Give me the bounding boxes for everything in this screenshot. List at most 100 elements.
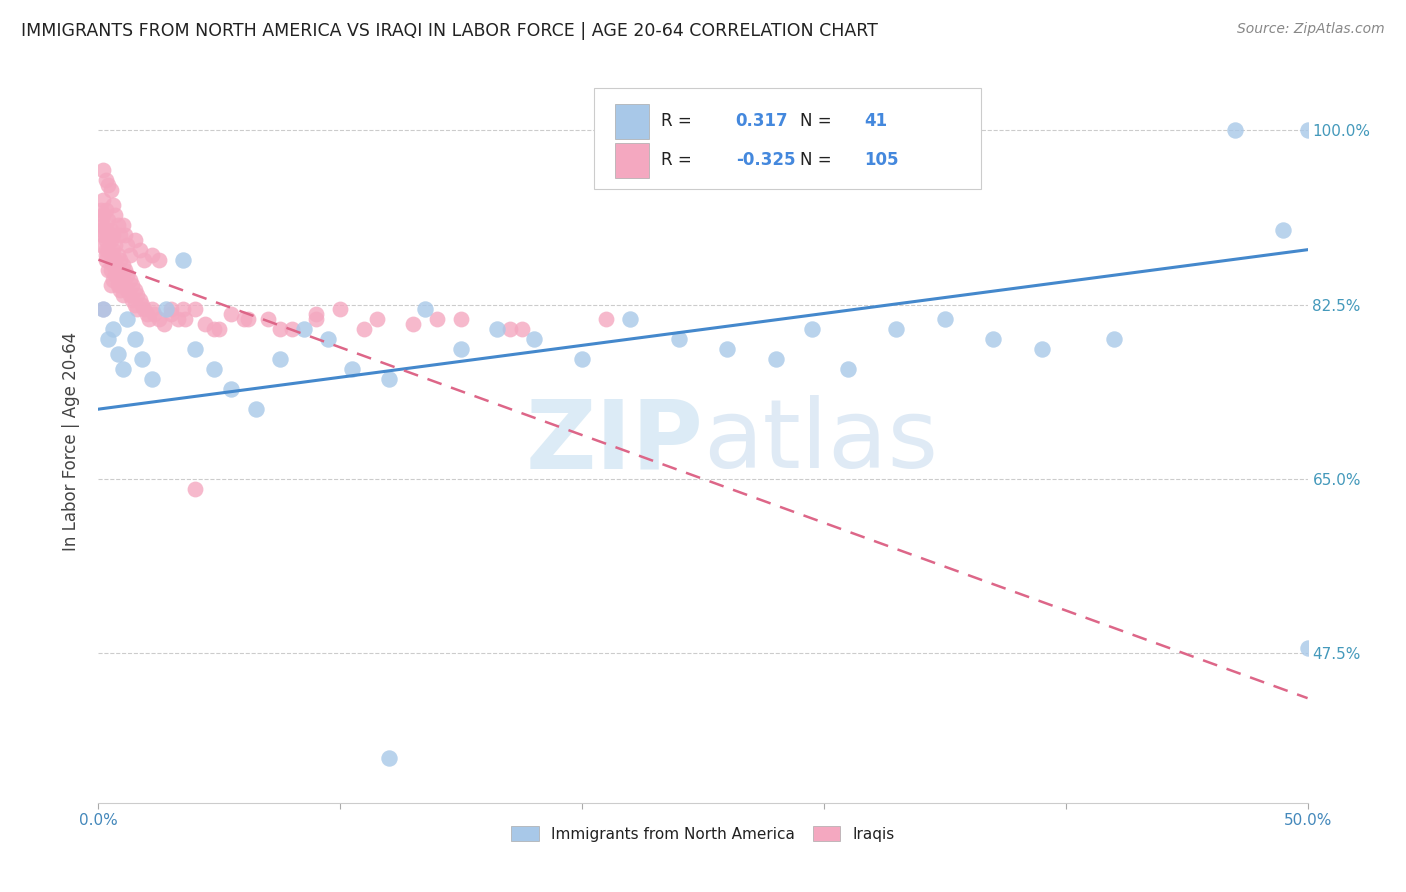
- Text: atlas: atlas: [703, 395, 938, 488]
- Point: [208, 322, 231, 336]
- Point: [117, 283, 139, 297]
- Point: [204, 362, 226, 376]
- Point: [1102, 332, 1125, 346]
- Point: [127, 302, 149, 317]
- Point: [450, 343, 472, 357]
- Point: [128, 243, 150, 257]
- Point: [91, 208, 114, 222]
- Point: [377, 751, 399, 765]
- Y-axis label: In Labor Force | Age 20-64: In Labor Force | Age 20-64: [62, 332, 80, 551]
- Point: [91, 163, 114, 178]
- Point: [128, 293, 150, 307]
- Point: [107, 218, 129, 232]
- Point: [450, 312, 472, 326]
- Point: [148, 312, 170, 326]
- Point: [138, 312, 160, 326]
- Point: [413, 302, 436, 317]
- Point: [194, 318, 217, 332]
- Point: [100, 233, 122, 247]
- Point: [94, 173, 117, 187]
- Point: [305, 308, 328, 322]
- Point: [114, 277, 136, 292]
- Point: [100, 277, 122, 292]
- Point: [101, 243, 124, 257]
- Point: [104, 252, 127, 267]
- Point: [152, 318, 174, 332]
- FancyBboxPatch shape: [614, 143, 648, 178]
- Text: N =: N =: [800, 152, 837, 169]
- Point: [118, 248, 141, 262]
- Text: N =: N =: [800, 112, 837, 130]
- Text: IMMIGRANTS FROM NORTH AMERICA VS IRAQI IN LABOR FORCE | AGE 20-64 CORRELATION CH: IMMIGRANTS FROM NORTH AMERICA VS IRAQI I…: [21, 22, 877, 40]
- Point: [97, 178, 120, 192]
- Point: [94, 202, 117, 217]
- Point: [837, 362, 859, 376]
- Point: [101, 198, 124, 212]
- Point: [172, 302, 194, 317]
- Point: [886, 322, 908, 336]
- Point: [184, 302, 207, 317]
- Point: [498, 322, 520, 336]
- FancyBboxPatch shape: [595, 87, 981, 189]
- Point: [510, 322, 533, 336]
- Point: [377, 372, 399, 386]
- Point: [94, 233, 117, 247]
- Point: [121, 293, 143, 307]
- Point: [117, 268, 139, 282]
- Point: [160, 308, 183, 322]
- Point: [316, 332, 339, 346]
- Point: [160, 302, 183, 317]
- Point: [426, 312, 449, 326]
- Point: [1296, 641, 1319, 656]
- Point: [124, 332, 146, 346]
- Point: [101, 272, 124, 286]
- Point: [141, 302, 163, 317]
- Point: [131, 352, 153, 367]
- Point: [97, 243, 120, 257]
- FancyBboxPatch shape: [614, 104, 648, 139]
- Point: [292, 322, 315, 336]
- Point: [134, 252, 156, 267]
- Point: [117, 237, 139, 252]
- Point: [148, 252, 170, 267]
- Point: [101, 258, 124, 272]
- Point: [981, 332, 1004, 346]
- Point: [91, 302, 114, 317]
- Point: [97, 332, 120, 346]
- Point: [104, 268, 127, 282]
- Point: [353, 322, 375, 336]
- Point: [107, 262, 129, 277]
- Point: [91, 302, 114, 317]
- Point: [184, 343, 207, 357]
- Point: [100, 262, 122, 277]
- Point: [94, 223, 117, 237]
- Point: [619, 312, 641, 326]
- Point: [221, 308, 243, 322]
- Point: [934, 312, 956, 326]
- Point: [523, 332, 546, 346]
- Point: [91, 193, 114, 207]
- Point: [366, 312, 388, 326]
- Point: [114, 262, 136, 277]
- Point: [108, 283, 131, 297]
- Point: [117, 312, 139, 326]
- Point: [245, 402, 267, 417]
- Point: [256, 312, 278, 326]
- Point: [135, 308, 157, 322]
- Point: [402, 318, 425, 332]
- Point: [668, 332, 690, 346]
- Point: [595, 312, 617, 326]
- Point: [114, 227, 136, 242]
- Point: [174, 312, 197, 326]
- Point: [94, 248, 117, 262]
- Point: [94, 243, 117, 257]
- Point: [108, 252, 131, 267]
- Point: [121, 277, 143, 292]
- Point: [97, 262, 120, 277]
- Point: [90, 212, 112, 227]
- Point: [101, 322, 124, 336]
- Point: [800, 322, 823, 336]
- Point: [111, 287, 134, 301]
- Point: [134, 302, 156, 317]
- Text: 41: 41: [863, 112, 887, 130]
